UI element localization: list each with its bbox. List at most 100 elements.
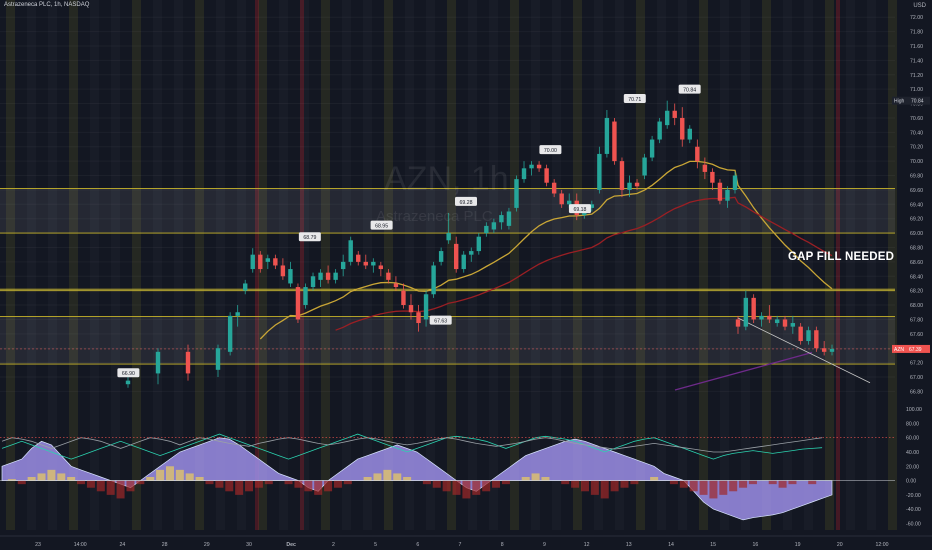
histogram-bar [185,473,194,481]
histogram-bar [373,473,382,481]
candle-body [551,182,557,194]
session-band [825,0,834,530]
chart-title: Astrazeneca PLC, 1h, NASDAQ [4,2,90,8]
time-tick-label: 16 [753,542,759,548]
candle-body [258,254,263,270]
histogram-bar [333,480,342,488]
price-label-box [429,315,452,325]
price-label-box [623,94,646,104]
price-label-box [539,145,562,155]
time-tick-label: 8 [501,542,504,548]
price-label-box [455,196,477,206]
candle-body [790,323,796,327]
price-label-text: 69.28 [460,200,473,206]
price-label-box [370,220,393,230]
candle-body [642,157,647,176]
candle-body [672,110,677,118]
candle-body [798,326,803,342]
price-tick-label: 69.40 [910,202,923,208]
candle-body [401,290,406,306]
price-tick-label: 67.00 [910,375,923,381]
candle-body [521,168,527,180]
candle-body [235,312,240,316]
price-label-box [298,232,321,242]
candle-body [536,164,542,169]
oscillator-line-b [1,437,823,453]
price-tick-label: 72.00 [910,15,923,21]
time-tick-label: 9 [543,542,546,548]
candle-body [476,236,482,252]
histogram-bar [452,480,461,495]
session-band [762,0,771,530]
last-price-bg [892,344,930,353]
time-tick-label: 2 [332,542,335,548]
histogram-bar [462,480,471,499]
candle-body [627,182,632,190]
candle-body [657,121,662,140]
candle-body [250,254,255,270]
candle-body [806,330,811,342]
day-separator [300,0,304,530]
time-tick-label: 15 [710,542,716,548]
watermark-name: Astrazeneca PLC [376,208,493,225]
time-tick-label: 24 [120,542,126,548]
histogram-bar [571,480,580,488]
time-tick-label: 12:00 [876,542,889,548]
last-price-value: 67.39 [909,347,922,353]
candle-body [469,251,474,255]
price-tick-label: 68.60 [910,260,923,266]
histogram-bar [748,480,757,485]
osc-tick-label: 40.00 [906,450,919,456]
session-band [6,0,15,530]
gap-zone [0,289,895,291]
session-band [447,0,456,530]
candle-body [619,161,625,190]
histogram-bar [27,477,36,481]
candle-body [340,261,346,270]
histogram-bar [126,480,135,492]
candle-body [612,121,617,162]
histogram-bar [580,480,589,492]
oscillator-line-a [1,433,823,460]
candle-body [325,272,331,280]
histogram-bar [363,477,372,481]
price-label-text: 68.79 [303,235,316,241]
price-label-text: 70.84 [683,88,696,94]
candle-body [423,294,429,320]
histogram-bar [492,480,501,488]
gap-fill-annotation: GAP FILL NEEDED [788,251,895,263]
price-tick-label: 68.40 [910,274,923,280]
candle-body [529,164,534,169]
osc-tick-label: 0.00 [906,479,916,485]
histogram-bar [225,480,234,492]
oscillator-area [1,437,833,521]
candle-body [589,204,595,208]
histogram-bar [57,473,66,481]
high-label-text: High [894,99,905,105]
candle-body [363,261,368,266]
candle-body [310,276,316,288]
price-label-text: 67.63 [434,319,447,325]
candle-body [461,254,466,270]
price-tick-label: 68.20 [910,289,923,295]
candle-body [378,265,384,270]
candle-body [243,283,248,291]
histogram-bar [175,469,184,481]
time-tick-label: 14 [668,542,674,548]
histogram-bar [314,480,323,495]
candle-body [288,269,293,284]
candle-body [453,243,459,270]
histogram-bar [521,477,530,481]
candle-body [273,258,278,266]
histogram-bar [264,480,273,485]
price-tick-label: 70.60 [910,116,923,122]
price-tick-label: 66.80 [910,389,923,395]
histogram-bar [719,480,728,495]
price-tick-label: 68.80 [910,245,923,251]
price-axis: 66.8067.0067.2067.4067.6067.8068.0068.20… [892,15,930,527]
candle-body [356,254,361,262]
histogram-bar [324,480,333,492]
price-tick-label: 70.00 [910,159,923,165]
price-tick-label: 71.40 [910,58,923,64]
